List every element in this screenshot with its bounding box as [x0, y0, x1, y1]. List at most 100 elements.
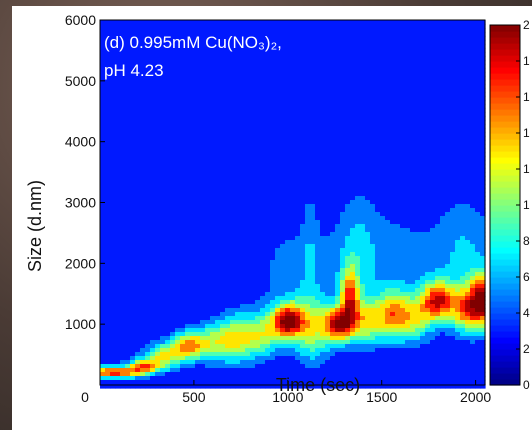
heatmap-cell — [320, 24, 326, 29]
heatmap-cell — [230, 252, 236, 257]
heatmap-cell — [425, 168, 431, 173]
heatmap-cell — [195, 76, 201, 81]
heatmap-cell — [290, 64, 296, 69]
heatmap-cell — [395, 228, 401, 233]
heatmap-cell — [265, 28, 271, 33]
heatmap-cell — [350, 196, 356, 201]
heatmap-cell — [145, 96, 151, 101]
heatmap-cell — [250, 248, 256, 253]
heatmap-cell — [165, 116, 171, 121]
heatmap-cell — [245, 244, 251, 249]
heatmap-cell — [130, 196, 136, 201]
heatmap-cell — [430, 80, 436, 85]
heatmap-cell — [345, 276, 351, 281]
heatmap-cell — [115, 196, 121, 201]
heatmap-cell — [315, 36, 321, 41]
heatmap-cell — [385, 208, 391, 213]
heatmap-cell — [185, 256, 191, 261]
heatmap-cell — [185, 60, 191, 65]
heatmap-cell — [140, 136, 146, 141]
heatmap-cell — [110, 140, 116, 145]
heatmap-cell — [440, 76, 446, 81]
heatmap-cell — [285, 92, 291, 97]
heatmap-cell — [180, 120, 186, 125]
heatmap-cell — [200, 124, 206, 129]
heatmap-cell — [415, 232, 421, 237]
heatmap-cell — [125, 144, 131, 149]
heatmap-cell — [275, 120, 281, 125]
heatmap-cell — [225, 172, 231, 177]
heatmap-cell — [295, 232, 301, 237]
heatmap-cell — [265, 96, 271, 101]
heatmap-cell — [290, 276, 296, 281]
heatmap-cell — [220, 116, 226, 121]
heatmap-cell — [220, 176, 226, 181]
heatmap-cell — [375, 276, 381, 281]
heatmap-cell — [260, 124, 266, 129]
heatmap-cell — [275, 52, 281, 57]
heatmap-cell — [130, 272, 136, 277]
heatmap-cell — [325, 176, 331, 181]
heatmap-cell — [210, 232, 216, 237]
heatmap-cell — [275, 40, 281, 45]
heatmap-cell — [300, 204, 306, 209]
heatmap-cell — [210, 240, 216, 245]
heatmap-cell — [270, 220, 276, 225]
heatmap-cell — [435, 196, 441, 201]
heatmap-cell — [185, 188, 191, 193]
heatmap-cell — [405, 152, 411, 157]
heatmap-cell — [105, 40, 111, 45]
heatmap-cell — [300, 24, 306, 29]
heatmap-cell — [385, 60, 391, 65]
heatmap-cell — [170, 44, 176, 49]
heatmap-cell — [405, 196, 411, 201]
heatmap-cell — [305, 72, 311, 77]
heatmap-cell — [100, 40, 106, 45]
heatmap-cell — [145, 192, 151, 197]
heatmap-cell — [145, 72, 151, 77]
heatmap-cell — [170, 20, 176, 25]
heatmap-cell — [220, 228, 226, 233]
heatmap-cell — [385, 88, 391, 93]
heatmap-cell — [175, 272, 181, 277]
heatmap-cell — [480, 96, 486, 101]
heatmap-cell — [150, 84, 156, 89]
heatmap-cell — [200, 60, 206, 65]
heatmap-cell — [420, 80, 426, 85]
heatmap-cell — [245, 80, 251, 85]
heatmap-cell — [430, 56, 436, 61]
heatmap-cell — [225, 88, 231, 93]
heatmap-cell — [390, 52, 396, 57]
heatmap-cell — [420, 268, 426, 273]
heatmap-cell — [290, 84, 296, 89]
heatmap-cell — [370, 264, 376, 269]
heatmap-cell — [470, 52, 476, 57]
heatmap-cell — [125, 212, 131, 217]
heatmap-cell — [205, 200, 211, 205]
heatmap-cell — [360, 196, 366, 201]
heatmap-cell — [470, 20, 476, 25]
heatmap-cell — [205, 108, 211, 113]
heatmap-cell — [285, 60, 291, 65]
heatmap-cell — [190, 164, 196, 169]
heatmap-cell — [445, 216, 451, 221]
heatmap-cell — [480, 60, 486, 65]
heatmap-cell — [110, 176, 116, 181]
heatmap-cell — [280, 156, 286, 161]
heatmap-cell — [420, 172, 426, 177]
heatmap-cell — [320, 244, 326, 249]
heatmap-cell — [475, 216, 481, 221]
heatmap-cell — [285, 240, 291, 245]
heatmap-cell — [295, 28, 301, 33]
heatmap-cell — [435, 236, 441, 241]
heatmap-cell — [325, 44, 331, 49]
heatmap-cell — [385, 76, 391, 81]
heatmap-cell — [300, 76, 306, 81]
heatmap-cell — [175, 244, 181, 249]
heatmap-cell — [135, 236, 141, 241]
heatmap-cell — [445, 120, 451, 125]
heatmap-cell — [170, 248, 176, 253]
heatmap-cell — [290, 244, 296, 249]
heatmap-cell — [305, 256, 311, 261]
heatmap-cell — [295, 120, 301, 125]
